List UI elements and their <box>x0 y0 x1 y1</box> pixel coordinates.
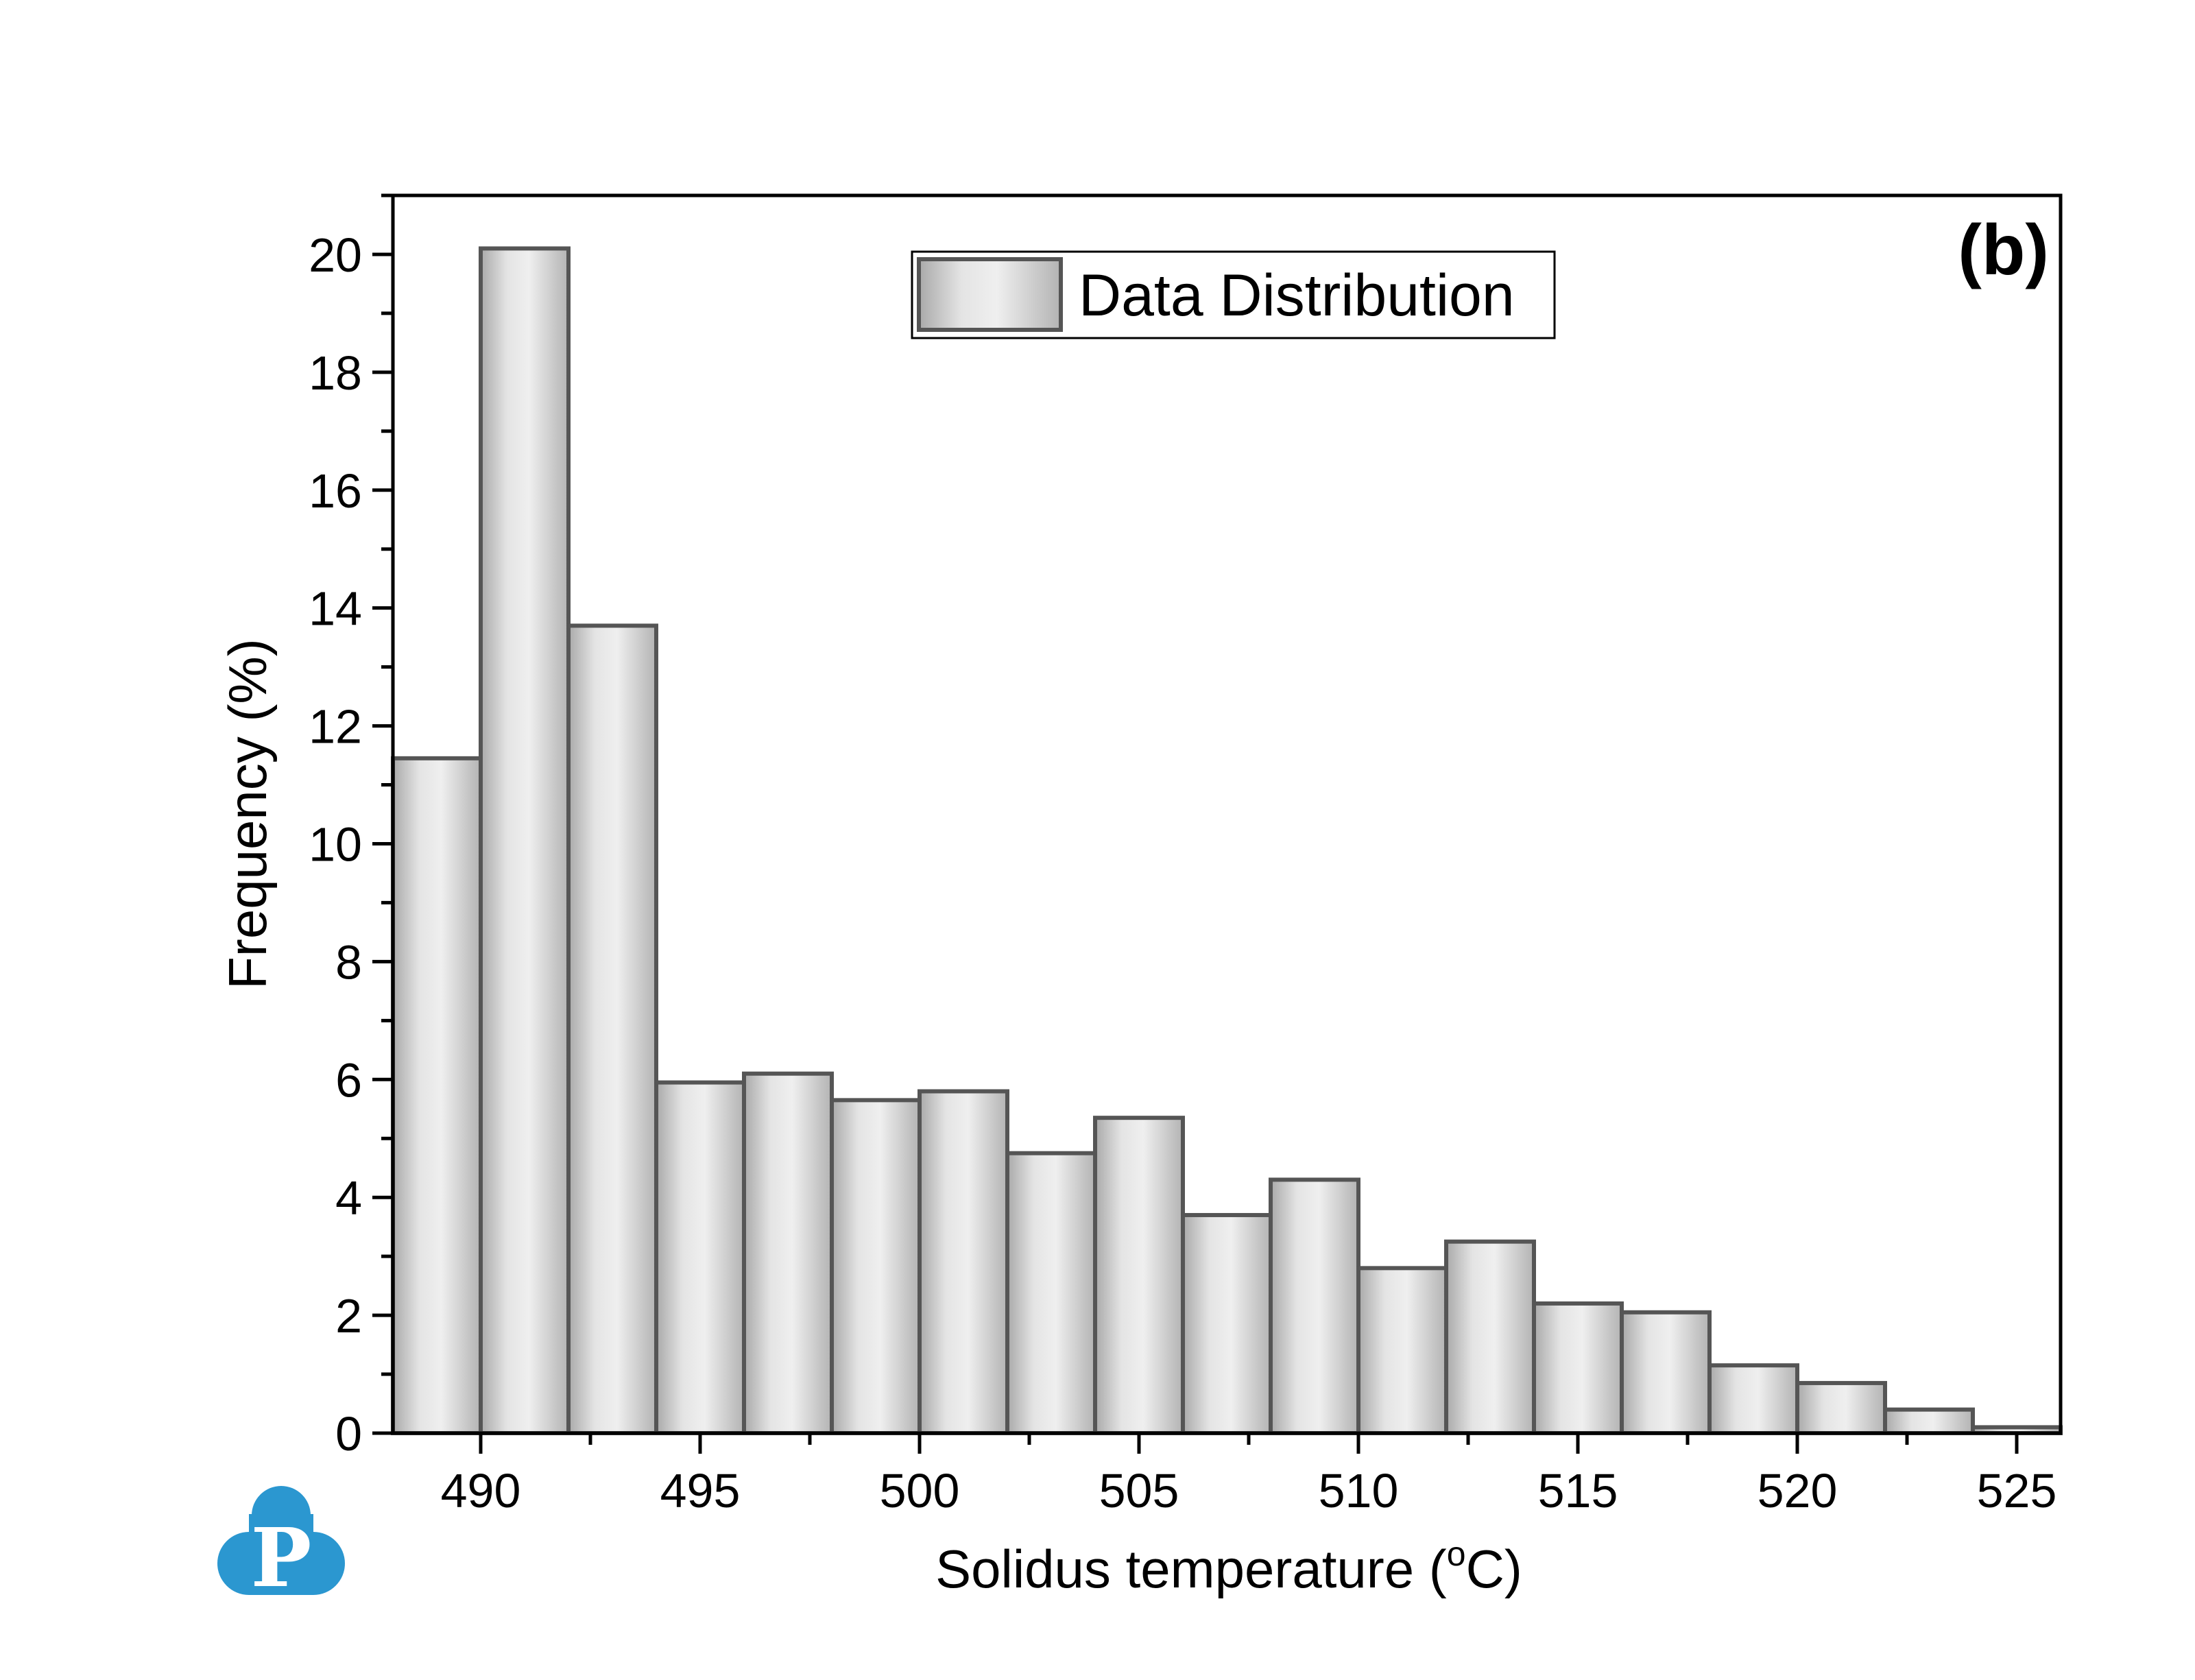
legend-label: Data Distribution <box>1079 263 1515 328</box>
y-tick-label: 14 <box>309 582 362 636</box>
x-tick-label: 520 <box>1758 1464 1838 1517</box>
y-axis-title: Frequency (%) <box>217 638 278 989</box>
x-tick-label: 500 <box>880 1464 960 1517</box>
x-tick-label: 490 <box>441 1464 521 1517</box>
legend-swatch <box>917 257 1063 332</box>
x-tick-label: 495 <box>660 1464 741 1517</box>
y-tick-label: 8 <box>335 935 362 989</box>
logo-letter: P <box>251 1510 312 1605</box>
panel-label: (b) <box>1958 211 2049 290</box>
x-axis-ticks: 490 495 500 505 510 515 520 525 <box>441 1433 2057 1517</box>
histogram-bar <box>1883 1407 1975 1436</box>
histogram-bar <box>1269 1177 1360 1436</box>
y-tick-label: 0 <box>335 1407 362 1461</box>
histogram-bar <box>1005 1151 1097 1435</box>
histogram-bar <box>742 1071 834 1435</box>
y-axis-ticks: 0 2 4 6 8 10 12 14 16 18 20 <box>309 193 393 1461</box>
plot-frame <box>391 193 2063 1435</box>
histogram-bar <box>654 1080 746 1436</box>
y-tick-label: 2 <box>335 1289 362 1343</box>
x-tick-label: 515 <box>1538 1464 1618 1517</box>
histogram-bar <box>1444 1239 1536 1436</box>
histogram-bar <box>566 623 658 1435</box>
y-tick-label: 20 <box>309 228 362 282</box>
histogram-bar <box>1181 1212 1273 1435</box>
y-tick-label: 18 <box>309 346 362 400</box>
histogram-bar <box>917 1089 1009 1435</box>
histogram-bar <box>1620 1310 1712 1435</box>
y-tick-label: 12 <box>309 700 362 754</box>
x-tick-label: 525 <box>1977 1464 2057 1517</box>
histogram-bar <box>391 756 483 1435</box>
histogram-bar <box>1707 1363 1799 1436</box>
x-axis-title: Solidus temperature (oC) <box>935 1535 1522 1599</box>
histogram-bar <box>479 246 571 1435</box>
legend: Data Distribution <box>911 250 1556 339</box>
histogram-bar <box>1093 1116 1185 1436</box>
histogram-bar <box>1795 1380 1887 1435</box>
x-tick-label: 505 <box>1099 1464 1179 1517</box>
y-tick-label: 10 <box>309 817 362 871</box>
histogram-bar <box>1356 1266 1448 1436</box>
y-tick-label: 6 <box>335 1053 362 1107</box>
y-tick-label: 16 <box>309 464 362 518</box>
p-logo-icon: P <box>217 1486 345 1605</box>
x-axis-title-suffix: C) <box>1466 1539 1522 1599</box>
histogram-bar <box>830 1098 922 1435</box>
x-tick-label: 510 <box>1319 1464 1399 1517</box>
bar-series <box>391 246 2063 1436</box>
x-axis-title-sup: o <box>1447 1535 1466 1573</box>
histogram-bar <box>1532 1301 1624 1436</box>
y-tick-label: 4 <box>335 1171 362 1225</box>
x-axis-title-main: Solidus temperature ( <box>935 1539 1447 1599</box>
